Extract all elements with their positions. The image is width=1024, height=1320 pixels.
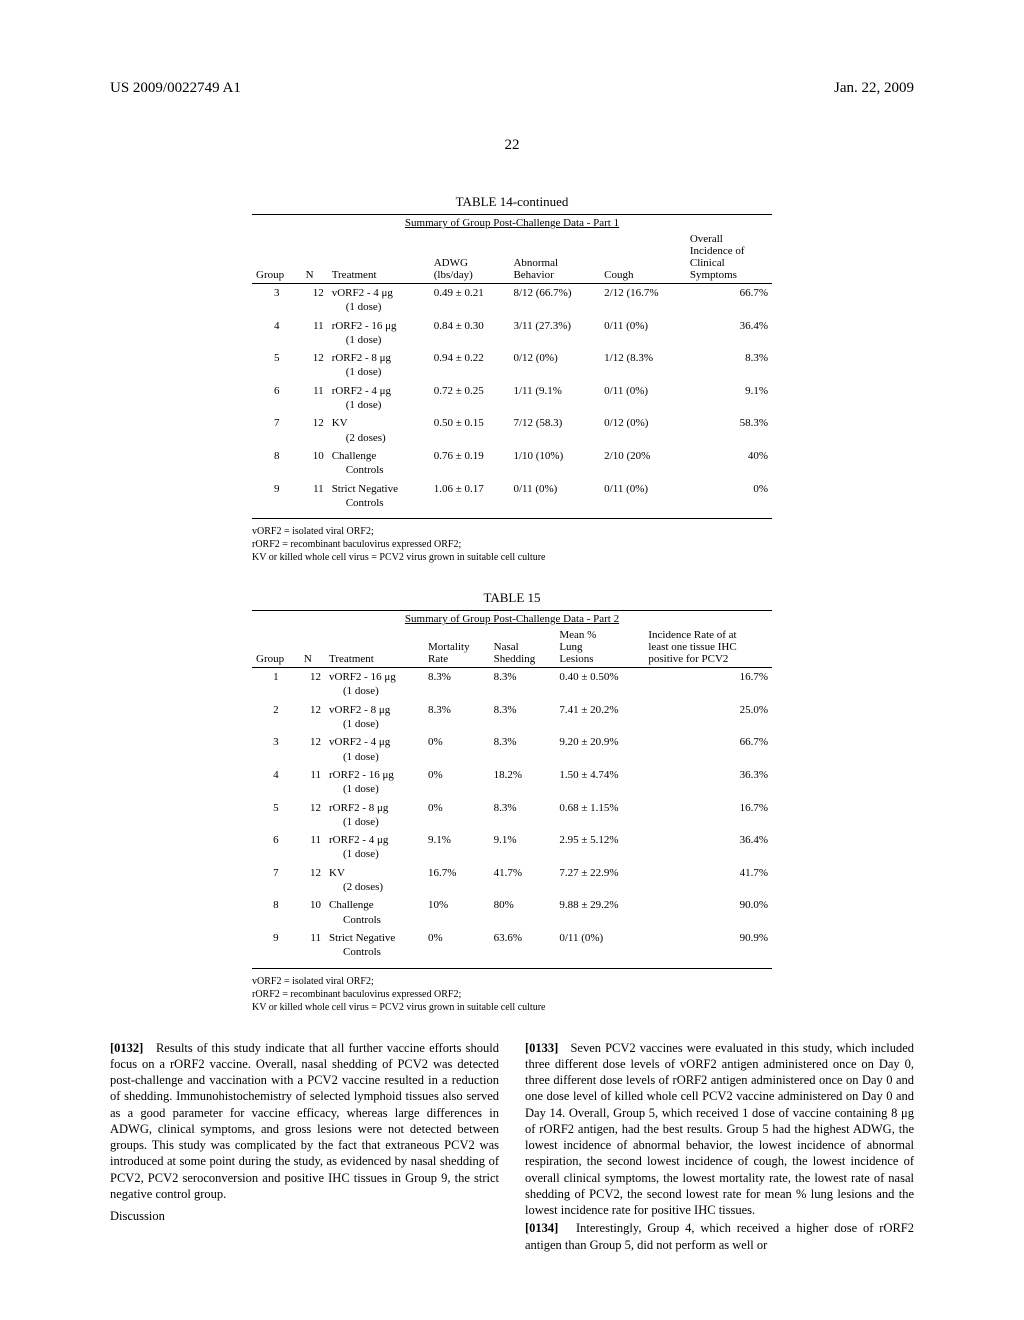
col-treatment: Treatment (328, 231, 430, 284)
table-row: 911Strict NegativeControls0%63.6%0/11 (0… (252, 929, 772, 968)
table-row: 212vORF2 - 8 μg(1 dose)8.3%8.3%7.41 ± 20… (252, 701, 772, 734)
footnote: rORF2 = recombinant baculovirus expresse… (252, 988, 772, 1001)
table-row: 712KV(2 doses)0.50 ± 0.157/12 (58.3)0/12… (252, 414, 772, 447)
footnote: vORF2 = isolated viral ORF2; (252, 525, 772, 538)
table-row: 312vORF2 - 4 μg(1 dose)0%8.3%9.20 ± 20.9… (252, 733, 772, 766)
table-15: TABLE 15 Summary of Group Post-Challenge… (252, 590, 772, 968)
table-row: 512rORF2 - 8 μg(1 dose)0%8.3%0.68 ± 1.15… (252, 799, 772, 832)
col-mortality: MortalityRate (424, 627, 490, 668)
footnote: KV or killed whole cell virus = PCV2 vir… (252, 1001, 772, 1014)
paragraph-0133: [0133] Seven PCV2 vaccines were evaluate… (525, 1040, 914, 1219)
table-row: 712KV(2 doses)16.7%41.7%7.27 ± 22.9%41.7… (252, 864, 772, 897)
para-num: [0133] (525, 1041, 558, 1055)
para-text: Seven PCV2 vaccines were evaluated in th… (525, 1041, 914, 1218)
table-14-subtitle: Summary of Group Post-Challenge Data - P… (405, 217, 619, 229)
footnote: vORF2 = isolated viral ORF2; (252, 975, 772, 988)
col-abnormal: AbnormalBehavior (509, 231, 600, 284)
table-row: 112vORF2 - 16 μg(1 dose)8.3%8.3%0.40 ± 0… (252, 668, 772, 701)
paragraph-0132: [0132] Results of this study indicate th… (110, 1040, 499, 1203)
col-adwg: ADWG(lbs/day) (430, 231, 510, 284)
table-row: 411rORF2 - 16 μg(1 dose)0%18.2%1.50 ± 4.… (252, 766, 772, 799)
table-14-grid: Summary of Group Post-Challenge Data - P… (252, 214, 772, 519)
col-overall: OverallIncidence ofClinicalSymptoms (686, 231, 772, 284)
col-group: Group (252, 627, 300, 668)
table-row: 810ChallengeControls10%80%9.88 ± 29.2%90… (252, 896, 772, 929)
table-row: 611rORF2 - 4 μg(1 dose)9.1%9.1%2.95 ± 5.… (252, 831, 772, 864)
table-15-grid: Summary of Group Post-Challenge Data - P… (252, 610, 772, 968)
page-header: US 2009/0022749 A1 Jan. 22, 2009 (110, 80, 914, 97)
col-group: Group (252, 231, 302, 284)
para-text: Interestingly, Group 4, which received a… (525, 1221, 914, 1251)
table-row: 411rORF2 - 16 μg(1 dose)0.84 ± 0.303/11 … (252, 317, 772, 350)
col-n: N (302, 231, 328, 284)
table-row: 512rORF2 - 8 μg(1 dose)0.94 ± 0.220/12 (… (252, 349, 772, 382)
table-14-footnotes: vORF2 = isolated viral ORF2; rORF2 = rec… (252, 525, 772, 564)
col-n: N (300, 627, 325, 668)
page-number: 22 (110, 137, 914, 154)
col-lung: Mean %LungLesions (555, 627, 644, 668)
table-row: 312vORF2 - 4 μg(1 dose)0.49 ± 0.218/12 (… (252, 284, 772, 317)
table-row: 911Strict NegativeControls1.06 ± 0.170/1… (252, 480, 772, 519)
para-num: [0132] (110, 1041, 143, 1055)
col-treatment: Treatment (325, 627, 424, 668)
col-cough: Cough (600, 231, 686, 284)
col-nasal: NasalShedding (490, 627, 556, 668)
doc-date: Jan. 22, 2009 (834, 80, 914, 97)
footnote: KV or killed whole cell virus = PCV2 vir… (252, 551, 772, 564)
table-14: TABLE 14-continued Summary of Group Post… (252, 194, 772, 519)
body-text: [0132] Results of this study indicate th… (110, 1040, 914, 1253)
table-14-title: TABLE 14-continued (252, 194, 772, 210)
table-row: 810ChallengeControls0.76 ± 0.191/10 (10%… (252, 447, 772, 480)
col-ihc: Incidence Rate of atleast one tissue IHC… (644, 627, 772, 668)
paragraph-0134: [0134] Interestingly, Group 4, which rec… (525, 1220, 914, 1253)
patent-page: US 2009/0022749 A1 Jan. 22, 2009 22 TABL… (0, 0, 1024, 1320)
discussion-heading: Discussion (110, 1208, 499, 1224)
footnote: rORF2 = recombinant baculovirus expresse… (252, 538, 772, 551)
table-15-footnotes: vORF2 = isolated viral ORF2; rORF2 = rec… (252, 975, 772, 1014)
para-text: Results of this study indicate that all … (110, 1041, 499, 1201)
table-row: 611rORF2 - 4 μg(1 dose)0.72 ± 0.251/11 (… (252, 382, 772, 415)
table-15-subtitle: Summary of Group Post-Challenge Data - P… (405, 613, 619, 625)
table-15-title: TABLE 15 (252, 590, 772, 606)
doc-number: US 2009/0022749 A1 (110, 80, 241, 97)
para-num: [0134] (525, 1221, 558, 1235)
